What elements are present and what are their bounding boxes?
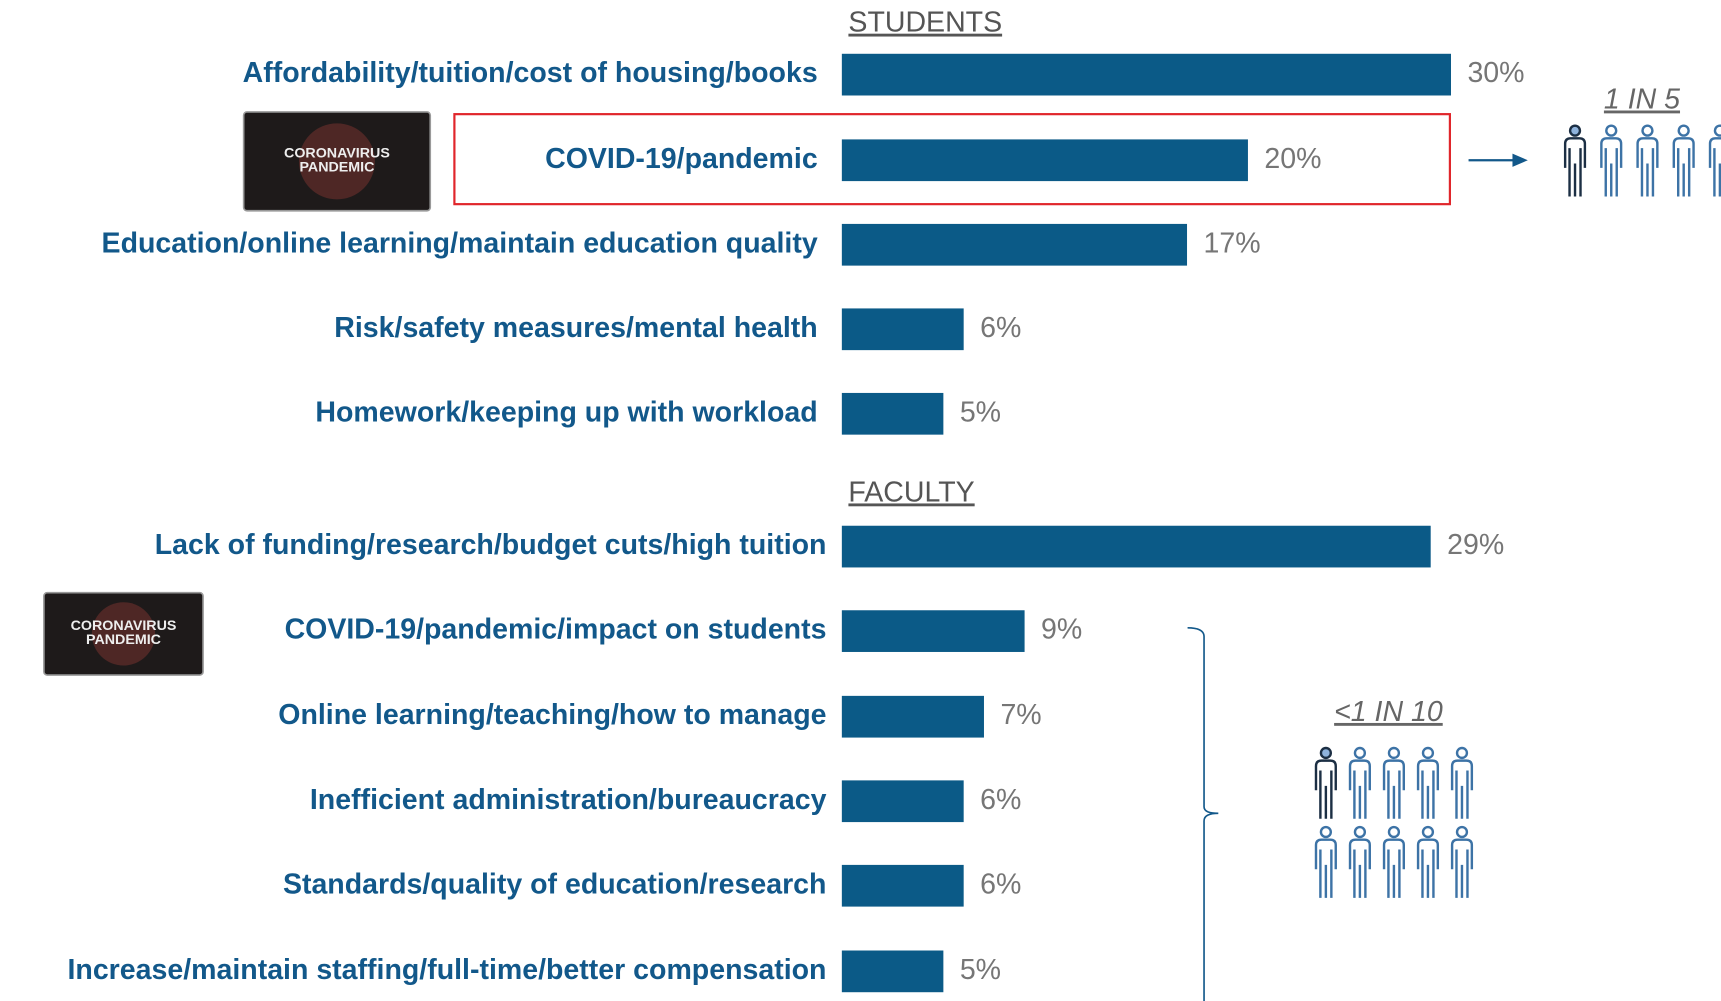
category-label: Standards/quality of education/research	[283, 868, 827, 900]
value-label: 5%	[960, 396, 1001, 428]
person-icon	[1600, 124, 1623, 198]
value-label: 6%	[980, 312, 1021, 344]
badge-text: CORONAVIRUS	[71, 618, 177, 634]
value-label: 7%	[1000, 699, 1041, 731]
person-icon	[1348, 825, 1372, 900]
person-icon	[1416, 746, 1440, 821]
badge-text: PANDEMIC	[86, 632, 161, 648]
category-label: Risk/safety measures/mental health	[334, 312, 817, 344]
bar	[841, 525, 1431, 568]
person-icon	[1636, 124, 1659, 198]
person-icon	[1382, 825, 1406, 900]
callout-label: <1 IN 10	[1334, 696, 1443, 728]
badge-virus	[298, 123, 375, 200]
badge-text: PANDEMIC	[299, 160, 374, 176]
bar	[841, 780, 964, 823]
person-icon	[1382, 746, 1406, 821]
bar	[841, 139, 1248, 182]
bar	[841, 308, 964, 351]
value-label: 6%	[980, 868, 1021, 900]
category-label: Homework/keeping up with workload	[315, 396, 817, 428]
category-label: COVID-19/pandemic/impact on students	[285, 614, 827, 646]
person-icon	[1314, 746, 1338, 821]
value-label: 30%	[1467, 57, 1524, 89]
category-label: Inefficient administration/bureaucracy	[310, 784, 827, 816]
badge-virus	[91, 602, 156, 666]
value-label: 20%	[1264, 143, 1321, 175]
value-label: 29%	[1447, 529, 1504, 561]
bar	[841, 610, 1025, 652]
highlight-box	[453, 113, 1451, 206]
person-icon	[1708, 124, 1721, 198]
bar	[841, 53, 1451, 96]
category-label: Affordability/tuition/cost of housing/bo…	[243, 57, 818, 89]
bar	[841, 392, 944, 435]
category-label: Education/online learning/maintain educa…	[102, 227, 818, 259]
section-title: FACULTY	[848, 476, 974, 508]
category-label: Lack of funding/research/budget cuts/hig…	[155, 529, 827, 561]
person-icon	[1672, 124, 1695, 198]
value-label: 6%	[980, 784, 1021, 816]
section-title: STUDENTS	[848, 7, 1002, 39]
person-icon	[1450, 746, 1474, 821]
category-label: COVID-19/pandemic	[545, 143, 818, 175]
arrow-head	[1512, 153, 1528, 167]
badge-text: CORONAVIRUS	[284, 145, 390, 161]
person-icon	[1314, 825, 1338, 900]
value-label: 9%	[1041, 614, 1082, 646]
bar	[841, 223, 1188, 266]
bracket	[1187, 626, 1219, 1001]
person-icon	[1348, 746, 1372, 821]
callout-label: 1 IN 5	[1604, 84, 1680, 116]
value-label: 5%	[960, 954, 1001, 986]
person-icon	[1416, 825, 1440, 900]
bar	[841, 864, 964, 907]
person-icon	[1450, 825, 1474, 900]
bar	[841, 695, 984, 738]
bar	[841, 950, 944, 993]
category-label: Increase/maintain staffing/full-time/bet…	[67, 954, 826, 986]
category-label: Online learning/teaching/how to manage	[278, 699, 826, 731]
person-icon	[1563, 124, 1587, 198]
value-label: 17%	[1203, 227, 1260, 259]
